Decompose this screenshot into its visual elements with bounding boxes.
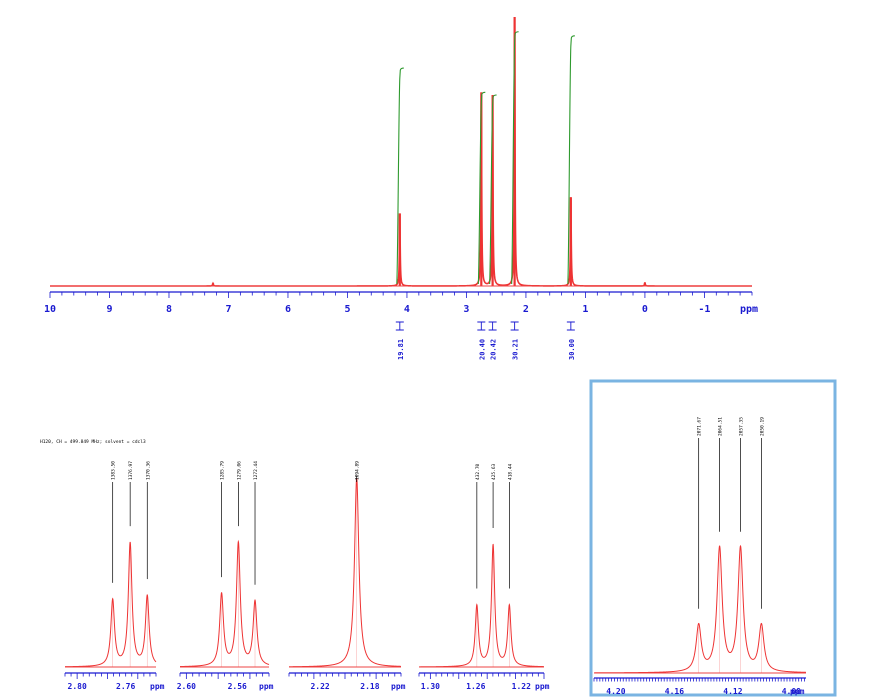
zoom-1.25-spectrum-trace [419,543,544,668]
zoom-2.76-tick-label-1: 2.76 [116,682,135,691]
zoom-1.25-tick-label-2: 1.22 [512,682,531,691]
zoom-4.12-spectrum-trace [594,544,806,674]
full-integral-bracket-2 [488,321,497,331]
zoom-2.19-tick-label-0: 2.22 [310,682,329,691]
zoom-4.12-peak-label-1: 2064.51 [718,417,724,436]
zoom-2.56-spectrum-trace [180,539,270,668]
full-integral-label-0: 19.81 [397,339,405,360]
zoom-4.12-peak-label-3: 2050.19 [759,417,765,436]
full-tick-label-6: 4 [404,304,410,315]
full-tick-label-0: 10 [44,304,56,315]
zoom-2.56-peak-label-2: 1272.44 [253,461,259,480]
zoom-2.56-peak-label-0: 1285.79 [220,461,226,480]
full-tick-label-8: 2 [523,304,529,315]
zoom-2.76-tick-label-0: 2.80 [68,682,87,691]
full-tick-label-9: 1 [582,304,588,315]
full-integral-curve-4 [567,35,575,285]
zoom-2.76-unit-label: ppm [150,682,165,691]
zoom-2.56-peak-label-1: 1279.06 [236,461,242,480]
full-integral-curve-3 [511,31,519,285]
zoom-4.12-peak-label-2: 2057.35 [738,417,744,436]
full-tick-label-11: -1 [698,304,710,315]
zoom-1.25-peak-label-2: 418.44 [507,463,513,480]
zoom-1.25-peak-label-1: 425.63 [491,463,497,480]
full-tick-label-5: 5 [344,304,350,315]
zoom-1.25-tick-label-1: 1.26 [466,682,485,691]
full-tick-label-3: 7 [225,304,231,315]
zoom-2.56-tick-label-0: 2.60 [177,682,196,691]
full-integral-curve-2 [489,94,497,285]
zoom-4.12-tick-label-2: 4.12 [723,687,742,696]
full-tick-label-2: 8 [166,304,172,315]
zoom-4.12-unit-label: ppm [790,687,805,696]
full-integral-bracket-0 [395,321,404,331]
zoom-2.19-tick-label-1: 2.18 [360,682,379,691]
zoom-2.56-tick-label-1: 2.56 [228,682,247,691]
zoom-4.12-tick-label-0: 4.20 [606,687,625,696]
zoom-2.76-peak-label-0: 1383.50 [111,461,117,480]
full-integral-label-1: 20.40 [478,339,486,360]
full-integral-label-2: 20.42 [490,339,498,360]
zoom-1.25-tick-label-0: 1.30 [421,682,440,691]
zoom-1.25-peak-label-0: 432.70 [475,463,481,480]
full-integral-curve-0 [396,67,404,285]
zoom-4.12-tick-label-1: 4.16 [665,687,684,696]
zoom-4.12-tick-label-3: 4.08 [782,687,801,696]
zoom-2.19-spectrum-trace [289,477,401,668]
highlight-frame [589,379,837,697]
full-integral-curve-1 [477,91,486,285]
zoom-2.19-peak-label-0: 1094.89 [355,461,361,480]
full-integral-bracket-3 [510,321,519,331]
full-tick-label-4: 6 [285,304,291,315]
zoom-2.76-peak-label-2: 1370.36 [145,461,151,480]
zoom-1.25-unit-label: ppm [535,682,550,691]
full-integral-bracket-1 [477,321,486,331]
zoom-2.76-header-text: H120, CH = 499.849 MHz; solvent = cdcl3 [40,439,146,445]
zoom-2.76-peak-label-1: 1376.97 [128,461,134,480]
full-integral-bracket-4 [566,321,575,331]
zoom-2.19-unit-label: ppm [391,682,406,691]
full-tick-label-10: 0 [642,304,648,315]
full-tick-label-1: 9 [106,304,112,315]
zoom-2.76-spectrum-trace [65,541,157,668]
full-unit-label: ppm [740,304,758,315]
full-integral-label-4: 30.00 [568,339,576,360]
full-tick-label-7: 3 [463,304,469,315]
full-spectrum-trace [50,18,752,287]
zoom-4.12-peak-label-0: 2071.67 [697,417,703,436]
zoom-2.56-unit-label: ppm [259,682,274,691]
full-integral-label-3: 30.21 [512,339,520,360]
